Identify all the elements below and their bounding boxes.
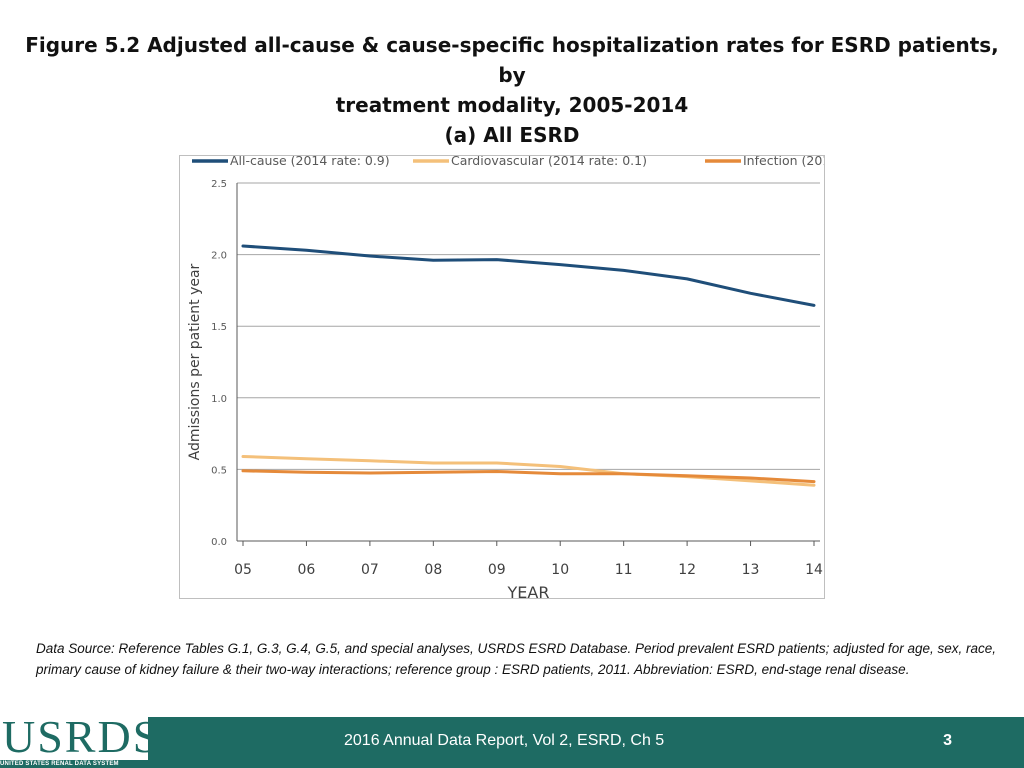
x-axis-label: YEAR bbox=[507, 583, 550, 598]
figure-title: Figure 5.2 Adjusted all-cause & cause-sp… bbox=[20, 30, 1004, 150]
chart-container: 0.0 0.5 1.0 1.5 2.0 2.5 05 06 07 08 09 10 11 12 13 14 YE… bbox=[179, 155, 825, 599]
x-tick-label: 14 bbox=[805, 562, 823, 578]
line-chart: 0.0 0.5 1.0 1.5 2.0 2.5 05 06 07 08 09 10 11 12 13 14 YE… bbox=[187, 156, 824, 598]
usrds-logo: USRDS UNITED STATES RENAL DATA SYSTEM bbox=[0, 712, 158, 768]
x-tick-label: 13 bbox=[742, 562, 760, 578]
footer-bar: 2016 Annual Data Report, Vol 2, ESRD, Ch… bbox=[148, 717, 1024, 768]
title-line-3: (a) All ESRD bbox=[444, 123, 580, 147]
x-tick-label: 11 bbox=[615, 562, 633, 578]
y-tick-label: 2.5 bbox=[211, 179, 227, 190]
x-tick-label: 06 bbox=[298, 562, 316, 578]
y-tick-label: 2.0 bbox=[211, 251, 227, 262]
footer-report-title: 2016 Annual Data Report, Vol 2, ESRD, Ch… bbox=[344, 732, 665, 749]
x-tick-label: 09 bbox=[488, 562, 506, 578]
series-line-1 bbox=[241, 455, 816, 487]
y-axis-label: Admissions per patient year bbox=[187, 263, 203, 460]
series-line-0 bbox=[241, 244, 816, 307]
y-tick-label: 0.5 bbox=[211, 465, 227, 476]
x-tick-label: 10 bbox=[551, 562, 569, 578]
title-line-1: Figure 5.2 Adjusted all-cause & cause-sp… bbox=[25, 33, 999, 87]
legend-label: Infection (2014 rate: 0.2) bbox=[743, 156, 824, 168]
series-line-2 bbox=[241, 469, 816, 484]
x-tick-label: 05 bbox=[234, 562, 252, 578]
data-source-note: Data Source: Reference Tables G.1, G.3, … bbox=[36, 641, 996, 677]
y-tick-label: 1.0 bbox=[211, 394, 227, 405]
y-tick-label: 1.5 bbox=[211, 322, 227, 333]
x-tick-label: 07 bbox=[361, 562, 379, 578]
legend-label: All-cause (2014 rate: 0.9) bbox=[230, 156, 390, 168]
y-tick-label: 0.0 bbox=[211, 537, 227, 548]
logo-wordmark: USRDS bbox=[2, 711, 161, 762]
x-tick-label: 12 bbox=[678, 562, 696, 578]
x-tick-label: 08 bbox=[424, 562, 442, 578]
title-line-2: treatment modality, 2005-2014 bbox=[335, 93, 689, 117]
logo-subtext: UNITED STATES RENAL DATA SYSTEM bbox=[0, 760, 148, 768]
legend-label: Cardiovascular (2014 rate: 0.1) bbox=[451, 156, 647, 168]
page-number: 3 bbox=[943, 732, 952, 749]
